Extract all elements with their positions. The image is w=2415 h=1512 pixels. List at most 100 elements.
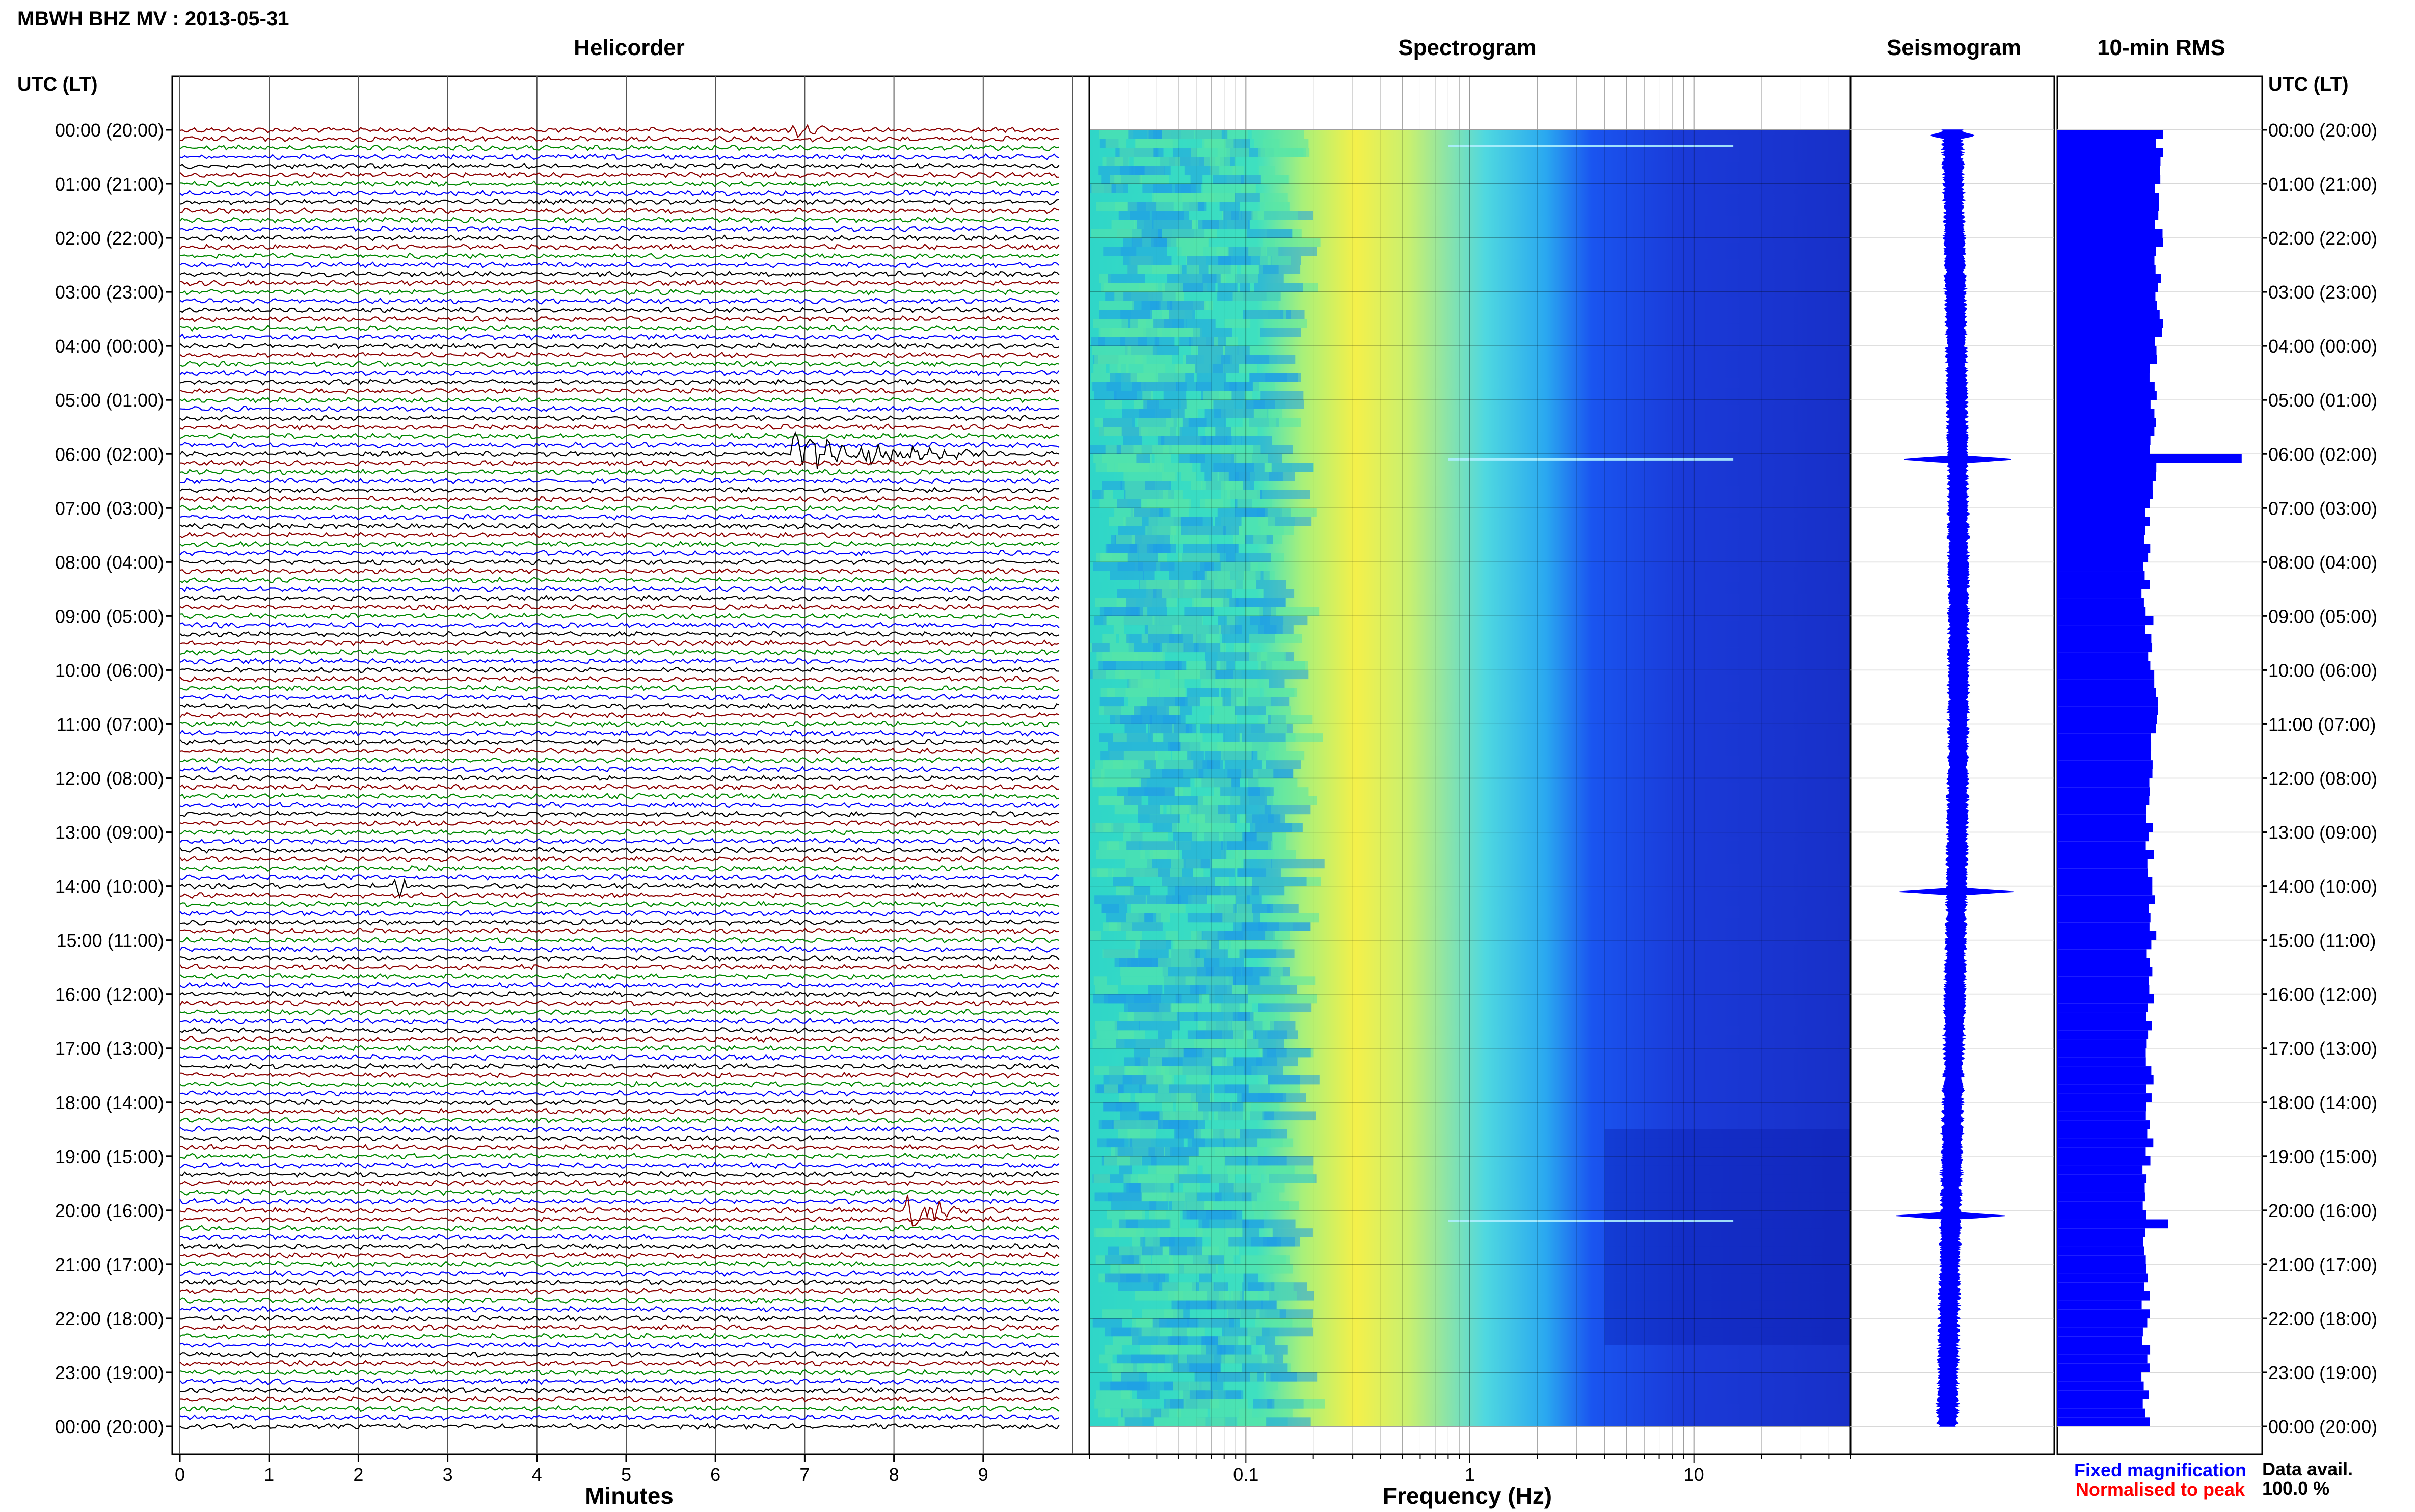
spectrogram-cell [1183,1399,1220,1409]
helicorder-trace [179,1297,1060,1304]
spectrogram-cell [1094,895,1146,904]
spectrogram-cell [1219,202,1240,211]
spectrogram-cell [1205,1201,1256,1210]
spectrogram-cell [1152,1318,1198,1328]
rms-bar [2057,319,2163,328]
rms-bar [2057,760,2153,769]
spectrogram-cell [1269,913,1319,923]
spectrogram-cell [1195,364,1239,373]
hour-label-left: 12:00 (08:00) [55,768,164,789]
helicorder-trace [179,693,1060,701]
spectrogram-cell [1250,823,1293,832]
rms-bar [2057,643,2153,653]
hour-label-right: 02:00 (22:00) [2268,228,2377,249]
spectrogram-cell [1253,535,1267,544]
spectrogram-cell [1176,1093,1196,1102]
hour-label-right: 23:00 (19:00) [2268,1362,2377,1383]
spectrogram-cell [1202,1219,1249,1229]
hour-label-right: 13:00 (09:00) [2268,822,2377,843]
hour-label-left: 11:00 (07:00) [57,714,164,735]
helicorder-trace [179,1116,1060,1124]
rms-bar [2057,1291,2150,1301]
rms-bar [2057,913,2151,923]
rms-bar [2057,1084,2146,1094]
rms-bar [2057,301,2157,310]
spectrogram-cell [1143,364,1166,373]
spectrogram-cell [1092,643,1110,653]
spectrogram-cell [1186,265,1199,274]
spectrogram-cell [1092,1318,1122,1328]
spectrogram-cell [1604,1138,1850,1148]
spectrogram-cell [1141,1183,1171,1193]
spectrogram-cell [1135,1219,1171,1229]
hour-label-left: 05:00 (01:00) [55,390,164,411]
hour-label-left: 17:00 (13:00) [55,1038,164,1059]
spectrogram-cell [1159,670,1216,680]
spectrogram-cell [1209,715,1237,724]
helicorder-trace [179,1135,1060,1142]
spectrogram-cell [1200,463,1254,472]
frequency-tick-label: 10 [1684,1464,1704,1485]
rms-bar [2057,211,2159,220]
helicorder-trace [179,459,1059,467]
hour-label-left: 13:00 (09:00) [55,822,164,843]
hour-label-left: 04:00 (00:00) [55,336,164,357]
spectrogram-cell [1251,1174,1262,1183]
minute-tick-label: 9 [978,1464,988,1485]
spectrogram-cell [1178,895,1208,904]
spectrogram-cell [1266,1381,1278,1391]
spectrogram-cell [1096,1030,1145,1040]
spectrogram-cell [1200,859,1212,869]
rms-bar [2057,355,2157,364]
spectrogram-cell [1262,301,1279,310]
spectrogram-cell [1604,1291,1850,1301]
spectrogram-cell [1261,1327,1314,1337]
spectrogram-cell [1190,1210,1237,1220]
rms-bar [2057,454,2242,463]
hour-label-right: 01:00 (21:00) [2268,174,2377,195]
helicorder-trace [179,1243,1060,1250]
spectrogram-cell [1110,715,1152,724]
helicorder-trace [179,1063,1060,1070]
helicorder-trace [179,324,1060,332]
spectrogram-cell [1265,1318,1312,1328]
spectrogram-cell [1190,481,1203,490]
spectrogram-cell [1117,1147,1164,1156]
minute-tick-label: 6 [710,1464,720,1485]
rms-bar [2057,1246,2144,1256]
spectrogram-cell [1110,1264,1140,1274]
spectrogram-cell [1268,1075,1300,1085]
helicorder-trace [179,757,1059,764]
rms-bar [2057,634,2152,643]
spectrogram-cell [1103,1102,1139,1112]
rms-bar [2057,1390,2149,1399]
spectrogram-cell [1265,796,1317,805]
spectrogram-cell [1604,1237,1850,1247]
spectrogram-cell [1257,751,1305,761]
spectrogram-cell [1097,868,1108,877]
spectrogram-cell [1234,643,1251,653]
rms-bar [2057,1264,2146,1274]
spectrogram-cell [1260,526,1294,535]
spectrogram-cell [1120,1111,1171,1121]
helicorder-trace [179,225,1060,233]
spectrogram-cell [1148,625,1182,634]
spectrogram-cell [1243,1219,1296,1229]
spectrogram-cell [1123,517,1142,526]
rms-bar [2057,598,2144,607]
spectrogram-cell [1117,364,1129,373]
helicorder-trace [179,1044,1060,1052]
hour-label-right: 04:00 (00:00) [2268,336,2377,357]
spectrogram-cell [1167,301,1204,310]
spectrogram-cell [1147,400,1159,409]
spectrogram-cell [1243,481,1254,490]
spectrogram-cell [1130,319,1147,328]
spectrogram-cell [1210,670,1264,680]
spectrogram-cell [1221,355,1270,364]
spectrogram-cell [1187,751,1204,761]
spectrogram-cell [1225,553,1271,562]
spectrogram-cell [1221,490,1260,499]
spectrogram-cell [1263,265,1279,274]
spectrogram-cell [1210,166,1236,175]
helicorder-trace [179,1144,1060,1151]
